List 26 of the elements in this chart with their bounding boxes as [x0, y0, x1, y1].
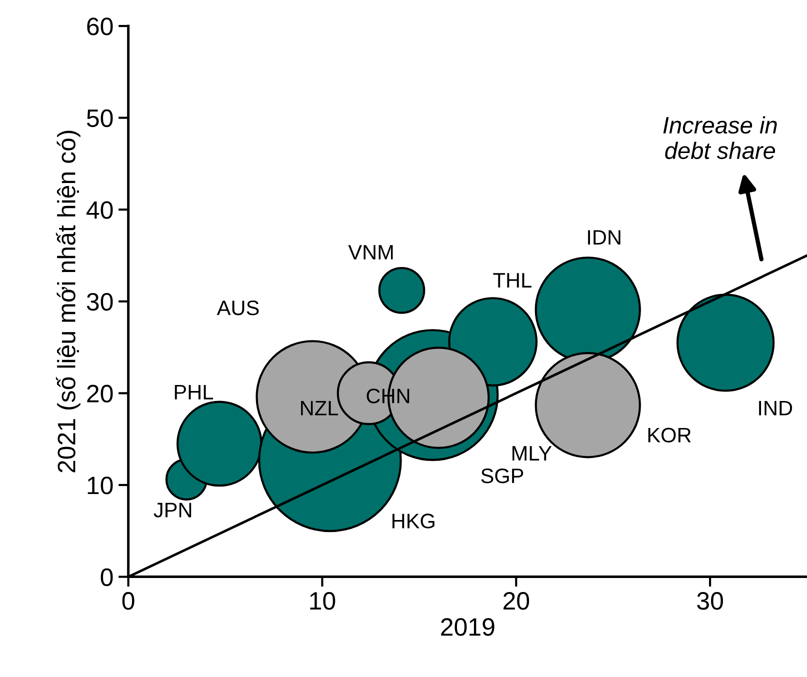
y-axis-title: 2021 (số liệu mới nhất hiện có) [56, 130, 80, 472]
annotation: PHL [174, 384, 214, 400]
annotation: AUS [216, 300, 259, 316]
annotation: IDN [588, 230, 620, 245]
annotation: KOR [648, 428, 691, 442]
annotation: THL [493, 273, 532, 288]
annotation: HKG [392, 514, 434, 528]
y-tick-label: 0 [100, 568, 113, 586]
y-tick-label: 40 [86, 201, 113, 219]
x-tick-label: 10 [310, 592, 336, 610]
annotation: SGP [481, 468, 524, 484]
annotation: IND [759, 400, 792, 416]
annotation: MLY [512, 446, 552, 460]
annotation: JPN [154, 502, 192, 518]
y-tick-label: 60 [87, 18, 113, 36]
annotation: VNM [348, 245, 393, 260]
annotation: Increase in debt share [663, 116, 777, 160]
annotation: NZL [301, 400, 338, 416]
x-axis-title: 2019 [441, 618, 494, 636]
x-tick-label: 30 [697, 592, 723, 610]
y-tick-label: 50 [86, 109, 113, 128]
y-tick-label: 20 [87, 384, 113, 403]
x-tick-label: 20 [503, 592, 530, 610]
y-tick-label: 30 [86, 293, 113, 311]
x-tick-label: 0 [122, 592, 134, 610]
y-tick-label: 10 [88, 476, 113, 494]
